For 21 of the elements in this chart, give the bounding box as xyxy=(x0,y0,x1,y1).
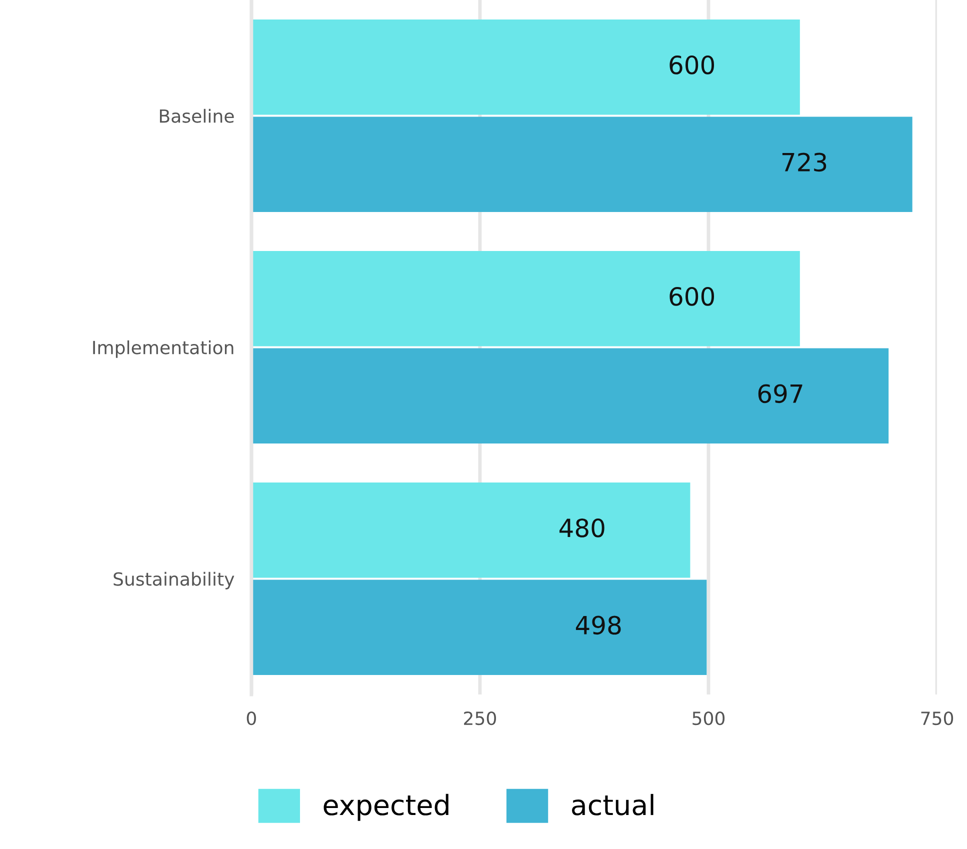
bar xyxy=(251,482,690,578)
x-tick-label: 0 xyxy=(246,711,256,726)
bar xyxy=(251,250,800,346)
bar xyxy=(251,19,800,115)
x-tick-label: 750 xyxy=(921,711,954,726)
data-label: 600 xyxy=(670,55,714,74)
x-tick-label: 500 xyxy=(692,711,725,726)
data-label: 480 xyxy=(559,518,604,538)
data-label: 697 xyxy=(758,384,802,404)
y-tick-label: Implementation xyxy=(93,340,234,358)
x-tick-label: 250 xyxy=(464,711,496,726)
data-label: 723 xyxy=(782,152,826,172)
legend-label: actual xyxy=(572,794,654,816)
bar xyxy=(251,116,912,212)
bar xyxy=(251,580,707,675)
data-label: 498 xyxy=(576,616,621,635)
bar xyxy=(251,348,889,444)
legend-label: expected xyxy=(324,794,448,821)
data-label: 600 xyxy=(670,286,714,306)
y-tick-label: Sustainability xyxy=(114,572,234,590)
y-tick-label: Baseline xyxy=(160,108,234,123)
